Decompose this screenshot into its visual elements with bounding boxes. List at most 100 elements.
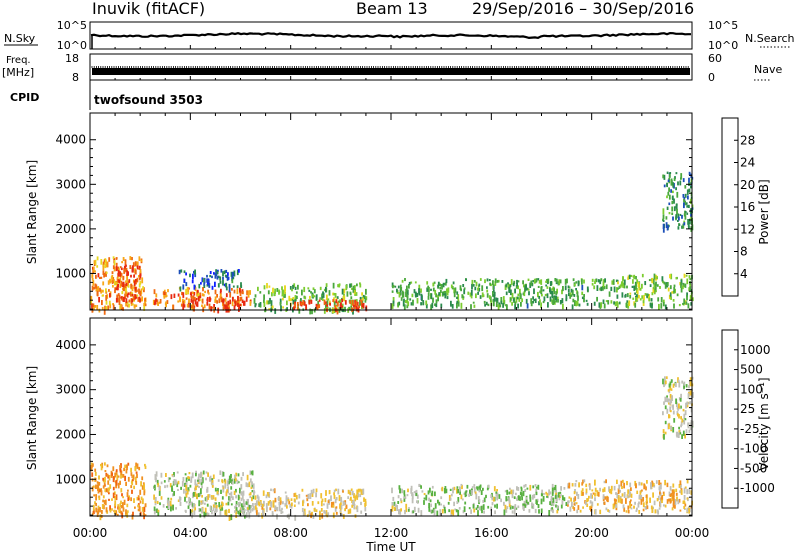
heat-cell [220,489,222,494]
heat-cell [138,466,141,471]
heat-cell [192,273,194,280]
heat-cell [544,293,547,297]
heat-cell [136,496,139,501]
heat-cell [397,303,400,307]
heat-cell [124,291,127,294]
heat-cell [483,497,486,503]
heat-cell [195,472,197,477]
heat-cell [303,286,306,293]
heat-cell [598,302,601,308]
heat-cell [613,498,616,502]
heat-cell [306,497,309,502]
heat-cell [514,301,517,305]
heat-cell [561,495,564,501]
heat-cell [108,257,111,262]
heat-cell [222,472,225,477]
heat-cell [519,491,522,495]
heat-cell [268,285,271,288]
heat-cell [201,293,204,297]
heat-cell [636,290,639,295]
heat-cell [673,287,676,293]
heat-cell [227,272,229,276]
heat-cell [616,493,619,499]
heat-cell [271,292,273,297]
heat-cell [221,485,224,488]
heat-cell [531,282,534,287]
heat-cell [349,491,352,495]
heat-cell [197,493,200,498]
heat-cell [126,503,129,508]
heat-cell [689,286,692,291]
heat-cell [176,482,179,488]
heat-cell [427,296,430,300]
heat-cell [211,485,214,488]
heat-cell [208,494,211,498]
heat-cell [194,299,197,305]
heat-cell [109,293,111,298]
heat-cell [585,500,587,506]
heat-cell [126,280,129,287]
heat-cell [91,285,94,291]
heat-cell [500,300,503,305]
heat-cell [354,285,356,291]
heat-cell [597,279,600,283]
heat-cell [549,501,551,505]
heat-cell [166,499,169,504]
heat-cell [353,493,355,499]
heat-cell [91,272,94,279]
heat-cell [138,265,141,269]
freq-tick-high: 18 [65,52,79,65]
heat-cell [236,303,238,306]
heat-cell [655,281,657,286]
heat-cell [679,490,681,493]
heat-cell [621,281,623,287]
heat-cell [219,470,222,475]
heat-cell [255,507,258,510]
heat-cell [227,489,229,494]
heat-cell [626,300,629,303]
heat-cell [257,512,260,518]
heat-cell [431,485,434,489]
heat-cell [594,479,596,486]
heat-cell [432,282,435,287]
heat-cell [452,487,454,494]
heat-cell [484,279,486,284]
heat-cell [236,288,239,295]
heat-cell [214,273,217,279]
date-range: 29/Sep/2016 – 30/Sep/2016 [472,0,694,18]
heat-cell [481,292,484,298]
heat-cell [160,481,163,485]
heat-cell [203,282,206,286]
heat-cell [460,483,463,486]
heat-cell [105,300,108,305]
heat-cell [555,295,558,301]
heat-cell [233,289,236,294]
heat-cell [362,294,365,299]
heat-cell [406,285,408,292]
heat-cell [232,276,235,280]
heat-cell [240,296,243,301]
heat-cell [661,276,664,282]
heat-cell [392,496,395,501]
heat-cell [551,491,554,496]
heat-cell [682,285,684,290]
heat-cell [630,493,633,498]
heat-cell [339,299,341,303]
heat-cell [201,495,203,498]
cpid-panel: CPID twofsound 3503 [10,80,203,110]
heat-cell [626,495,629,499]
heat-cell [403,494,406,498]
heat-cell [183,488,185,494]
heat-cell [462,296,465,299]
heat-cell [613,485,616,491]
heat-cell [576,509,579,514]
heat-cell [120,296,123,299]
heat-cell [670,426,672,430]
heat-cell [549,491,552,495]
heat-cell [513,510,516,515]
heat-cell [349,292,352,296]
heat-cell [447,501,450,505]
heat-cell [607,496,609,503]
heat-cell [103,482,106,486]
heat-cell [411,497,414,504]
